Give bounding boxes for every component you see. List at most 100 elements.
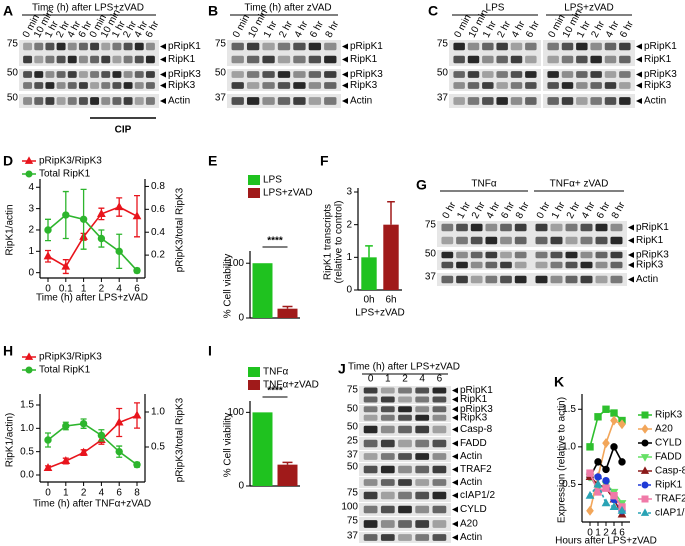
band <box>363 396 378 403</box>
band <box>565 223 578 232</box>
point <box>44 226 52 234</box>
band <box>525 97 537 105</box>
bar <box>383 224 399 290</box>
arrowhead <box>452 453 458 460</box>
lane-label: 6 hr <box>524 19 542 40</box>
band <box>604 97 617 105</box>
band <box>293 97 306 105</box>
band <box>78 82 88 89</box>
band-label: cIAP1/2 <box>460 490 495 501</box>
band <box>500 236 512 245</box>
band <box>550 236 563 245</box>
band <box>277 71 291 78</box>
band <box>112 97 122 105</box>
band <box>363 414 378 421</box>
band-label: RipK3 <box>460 412 488 423</box>
point <box>97 431 106 440</box>
band <box>262 82 275 89</box>
point <box>586 469 594 477</box>
y-axis-label: (relative to control) <box>334 201 345 284</box>
band <box>580 251 593 259</box>
band <box>432 453 447 460</box>
mw-marker: 37 <box>347 450 359 461</box>
band <box>547 97 559 105</box>
point <box>618 419 626 430</box>
band <box>363 520 378 528</box>
band-label: RipK3 <box>168 80 196 91</box>
band <box>415 479 430 486</box>
band <box>415 396 430 403</box>
band <box>604 55 617 64</box>
y-axis-label: % Cell viability <box>223 254 234 318</box>
legend-label: LPS <box>263 175 282 186</box>
band <box>580 223 593 232</box>
band-label: FADD <box>460 438 487 449</box>
band <box>380 414 395 421</box>
bar <box>277 308 298 318</box>
band <box>415 534 430 541</box>
mw-marker: 25 <box>347 436 359 447</box>
arrowhead <box>452 466 458 473</box>
band <box>308 97 322 105</box>
mw-marker: 50 <box>347 404 359 415</box>
band <box>470 236 483 245</box>
band <box>441 223 454 232</box>
band <box>123 55 133 64</box>
band <box>90 71 100 78</box>
band <box>432 479 447 486</box>
band <box>595 223 608 232</box>
arrowhead <box>636 82 642 89</box>
y-tick-label: 2 <box>346 219 352 230</box>
arrowhead <box>160 56 166 63</box>
point <box>594 458 602 466</box>
panel-letter: H <box>3 343 13 359</box>
band <box>363 505 378 514</box>
band <box>67 82 77 89</box>
band <box>78 55 88 64</box>
band <box>432 387 447 394</box>
band <box>561 82 574 89</box>
band <box>514 275 527 284</box>
band <box>380 425 395 434</box>
point <box>132 410 142 419</box>
band <box>380 505 395 514</box>
band-label: RipK1 <box>644 54 672 65</box>
band <box>34 97 44 105</box>
band <box>415 387 430 394</box>
band <box>485 236 498 245</box>
band <box>380 439 395 448</box>
arrowhead <box>452 479 458 486</box>
band-label: pRipK3 <box>350 69 383 80</box>
arrowhead <box>636 71 642 78</box>
band <box>277 97 291 105</box>
band <box>467 55 480 64</box>
y-tick-label: 3 <box>346 187 352 198</box>
band <box>576 55 588 64</box>
point <box>586 443 594 451</box>
band <box>470 275 483 284</box>
x-axis-label: LPS+zVAD <box>355 308 405 319</box>
y-axis-label: Expression (relative to actin) <box>557 397 568 523</box>
band <box>415 465 430 474</box>
band <box>610 261 623 269</box>
band <box>293 71 306 78</box>
band <box>510 71 523 78</box>
x-tick-label: 4 <box>116 284 122 295</box>
arrowhead <box>628 224 634 231</box>
mw-marker: 50 <box>347 462 359 473</box>
point <box>602 465 610 474</box>
band <box>619 71 631 78</box>
band <box>101 55 111 64</box>
legend-marker <box>641 411 649 419</box>
band <box>34 82 44 89</box>
band <box>415 406 430 413</box>
band <box>590 97 602 105</box>
band <box>398 396 412 403</box>
band <box>78 42 88 51</box>
legend-marker <box>25 170 33 178</box>
band <box>415 520 430 528</box>
arrowhead <box>452 492 458 499</box>
band <box>23 42 33 51</box>
band <box>277 42 291 51</box>
lane-label: 0 hr <box>441 200 459 221</box>
